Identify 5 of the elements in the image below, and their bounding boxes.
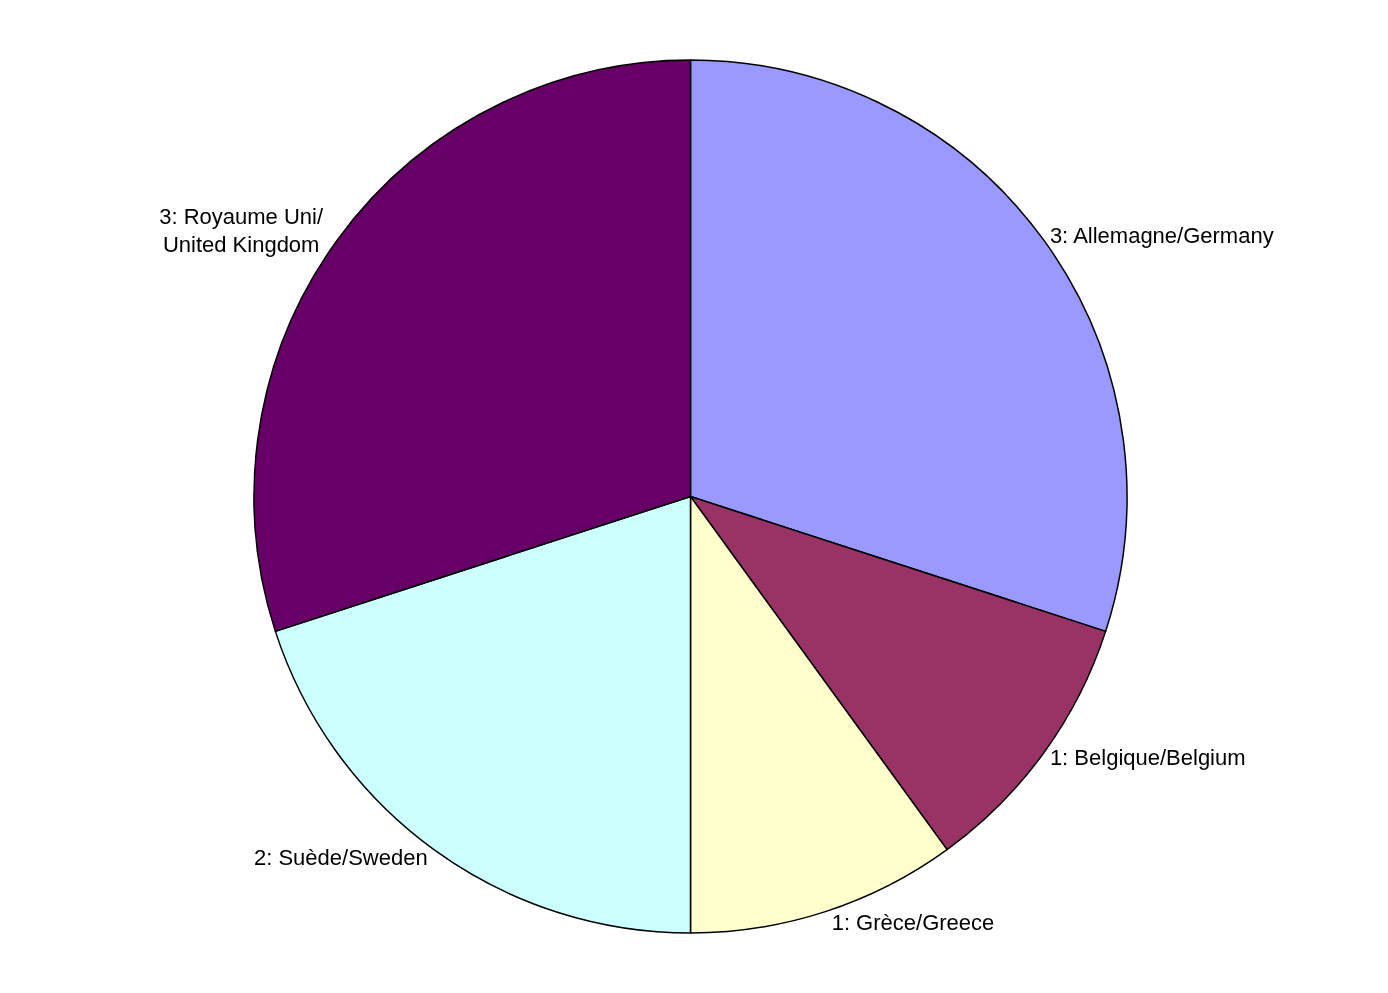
slice-label: 2: Suède/Sweden xyxy=(253,845,428,871)
slice-label: 3: Allemagne/Germany xyxy=(1049,223,1274,249)
slice-label: 1: Belgique/Belgium xyxy=(1049,744,1246,770)
slice-label: 1: Grèce/Greece xyxy=(831,910,995,936)
slice-label: 3: Royaume Uni/United Kingdom xyxy=(159,203,324,258)
